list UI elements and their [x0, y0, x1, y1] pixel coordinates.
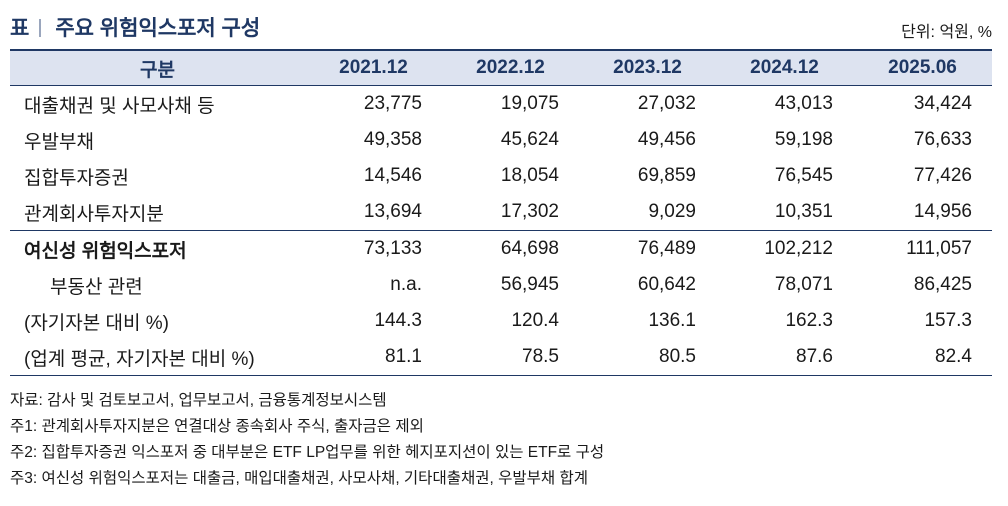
column-header-2023: 2023.12 [579, 49, 716, 86]
cell-value: 14,956 [913, 201, 972, 222]
cell-value: 111,057 [853, 230, 992, 267]
row-label: 집합투자증권 [24, 167, 129, 189]
title-divider [39, 19, 42, 37]
table-prefix: 표 [10, 17, 30, 40]
cell-value: 76,545 [774, 165, 833, 186]
cell-value: 23,775 [363, 93, 422, 114]
cell-value: 43,013 [774, 93, 833, 114]
table-row: 대출채권 및 사모사채 등 23,775 19,075 27,032 43,01… [10, 86, 992, 123]
cell-value: 80.5 [579, 339, 716, 376]
title-text: 주요 위험익스포저 구성 [55, 17, 261, 40]
exposure-table: 구분 2021.12 2022.12 2023.12 2024.12 2025.… [10, 49, 992, 376]
table-row: (자기자본 대비 %) 144.3 120.4 136.1 162.3 157.… [10, 303, 992, 339]
cell-value: 77,426 [913, 165, 972, 186]
footnote-3: 주3: 여신성 위험익스포저는 대출금, 매입대출채권, 사모사채, 기타대출채… [10, 470, 588, 487]
source-note: 자료: 감사 및 검토보고서, 업무보고서, 금융통계정보시스템 [10, 392, 387, 409]
column-header-2024: 2024.12 [716, 49, 853, 86]
table-row-total: 여신성 위험익스포저 73,133 64,698 76,489 102,212 … [10, 230, 992, 267]
unit-label: 단위: 억원, % [901, 24, 992, 41]
cell-value: 27,032 [637, 93, 696, 114]
cell-value: 81.1 [305, 339, 442, 376]
table-header-row: 구분 2021.12 2022.12 2023.12 2024.12 2025.… [10, 49, 992, 86]
cell-value: 162.3 [785, 310, 833, 331]
cell-value: 157.3 [924, 310, 972, 331]
table-row: 우발부채 49,358 45,624 49,456 59,198 76,633 [10, 122, 992, 158]
column-header-2021: 2021.12 [305, 49, 442, 86]
cell-value: n.a. [390, 274, 422, 295]
cell-value: 64,698 [442, 230, 579, 267]
cell-value: 49,358 [363, 129, 422, 150]
cell-value: 13,694 [363, 201, 422, 222]
cell-value: 78.5 [442, 339, 579, 376]
cell-value: 17,302 [500, 201, 559, 222]
cell-value: 78,071 [774, 274, 833, 295]
table-row: 관계회사투자지분 13,694 17,302 9,029 10,351 14,9… [10, 194, 992, 231]
cell-value: 144.3 [374, 310, 422, 331]
footnote-1: 주1: 관계회사투자지분은 연결대상 종속회사 주식, 출자금은 제외 [10, 418, 424, 435]
footnotes: 자료: 감사 및 검토보고서, 업무보고서, 금융통계정보시스템 주1: 관계회… [10, 388, 992, 492]
cell-value: 120.4 [511, 310, 559, 331]
cell-value: 56,945 [500, 274, 559, 295]
cell-value: 102,212 [716, 230, 853, 267]
cell-value: 9,029 [648, 201, 696, 222]
cell-value: 45,624 [500, 129, 559, 150]
exposure-table-container: 구분 2021.12 2022.12 2023.12 2024.12 2025.… [10, 49, 992, 376]
table-row: 부동산 관련 n.a. 56,945 60,642 78,071 86,425 [10, 267, 992, 303]
cell-value: 136.1 [648, 310, 696, 331]
cell-value: 76,633 [913, 129, 972, 150]
row-label: (업계 평균, 자기자본 대비 %) [10, 339, 305, 376]
cell-value: 49,456 [637, 129, 696, 150]
cell-value: 34,424 [913, 93, 972, 114]
cell-value: 18,054 [500, 165, 559, 186]
cell-value: 73,133 [305, 230, 442, 267]
row-label: 우발부채 [24, 131, 94, 153]
row-label: 여신성 위험익스포저 [10, 230, 305, 267]
cell-value: 76,489 [579, 230, 716, 267]
cell-value: 82.4 [853, 339, 992, 376]
cell-value: 14,546 [363, 165, 422, 186]
title-bar: 표 주요 위험익스포저 구성 단위: 억원, % [10, 10, 992, 42]
table-title: 표 주요 위험익스포저 구성 [10, 12, 260, 42]
cell-value: 10,351 [774, 201, 833, 222]
row-label: (자기자본 대비 %) [24, 312, 169, 334]
column-header-2022: 2022.12 [442, 49, 579, 86]
cell-value: 69,859 [637, 165, 696, 186]
footnote-2: 주2: 집합투자증권 익스포저 중 대부분은 ETF LP업무를 위한 헤지포지… [10, 444, 605, 461]
column-header-category: 구분 [10, 49, 305, 86]
cell-value: 19,075 [500, 93, 559, 114]
table-row: (업계 평균, 자기자본 대비 %) 81.1 78.5 80.5 87.6 8… [10, 339, 992, 376]
cell-value: 86,425 [913, 274, 972, 295]
cell-value: 60,642 [637, 274, 696, 295]
row-label: 부동산 관련 [50, 276, 143, 298]
row-label: 대출채권 및 사모사채 등 [24, 95, 215, 117]
row-label: 관계회사투자지분 [24, 203, 164, 225]
cell-value: 59,198 [774, 129, 833, 150]
column-header-2025: 2025.06 [853, 49, 992, 86]
table-row: 집합투자증권 14,546 18,054 69,859 76,545 77,42… [10, 158, 992, 194]
cell-value: 87.6 [716, 339, 853, 376]
